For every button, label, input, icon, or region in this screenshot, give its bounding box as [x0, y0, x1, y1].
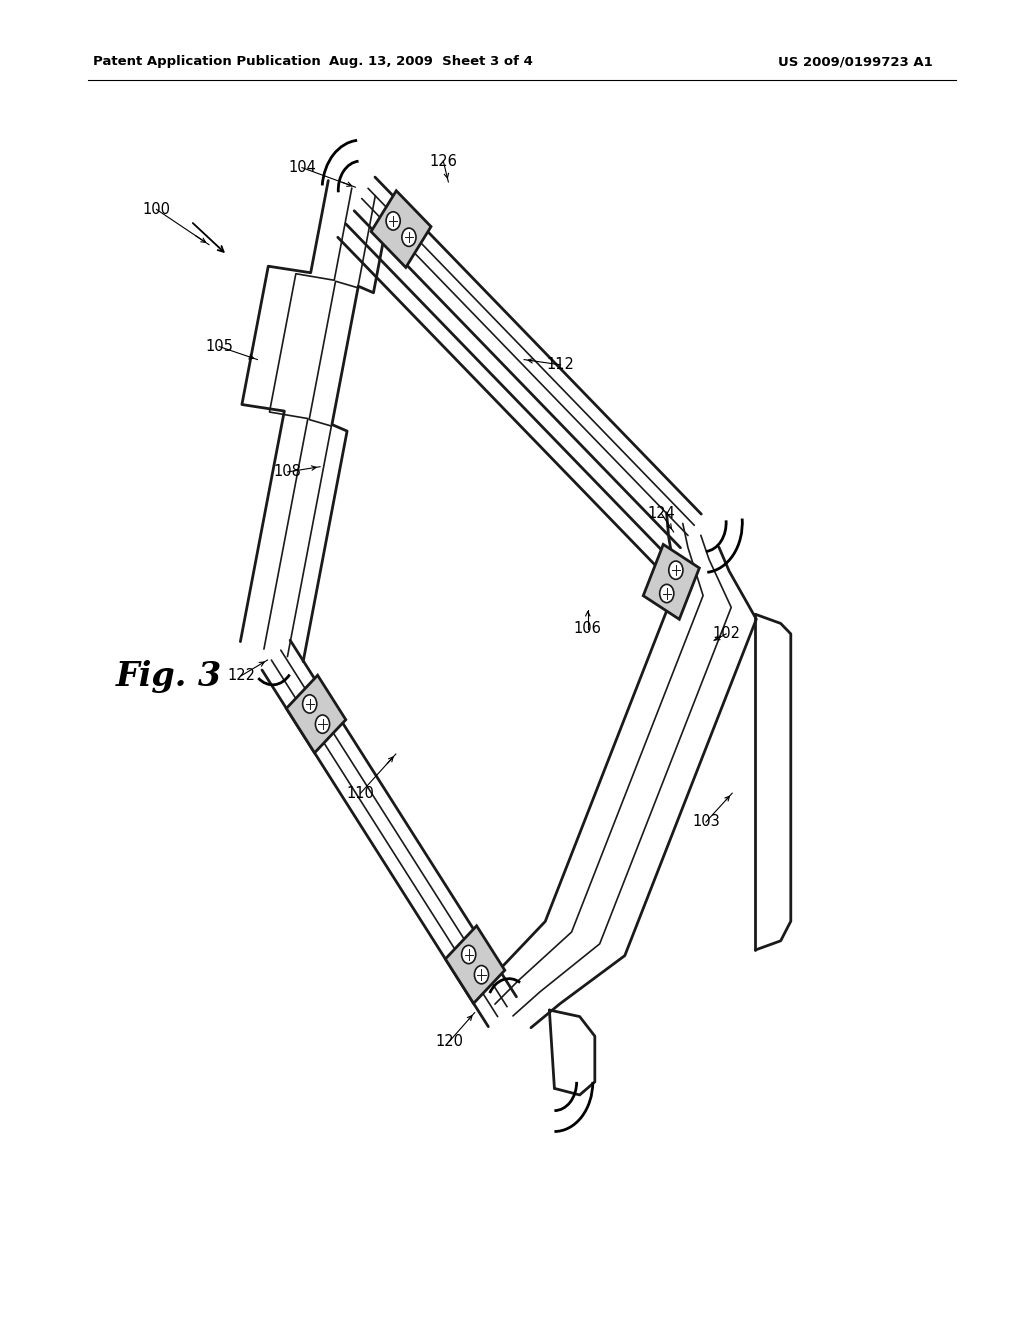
Text: Aug. 13, 2009  Sheet 3 of 4: Aug. 13, 2009 Sheet 3 of 4 — [330, 55, 534, 69]
Text: 103: 103 — [692, 814, 720, 829]
Circle shape — [669, 561, 683, 579]
Polygon shape — [371, 191, 431, 268]
Circle shape — [659, 585, 674, 603]
Polygon shape — [278, 193, 692, 1010]
Circle shape — [462, 945, 476, 964]
Circle shape — [303, 694, 316, 713]
Text: 105: 105 — [205, 339, 233, 354]
Polygon shape — [643, 544, 699, 619]
Text: 108: 108 — [273, 465, 302, 479]
Text: Patent Application Publication: Patent Application Publication — [93, 55, 321, 69]
Text: 104: 104 — [288, 160, 315, 176]
Text: 126: 126 — [429, 153, 458, 169]
Text: 120: 120 — [435, 1034, 464, 1049]
Circle shape — [401, 228, 416, 247]
Text: Fig. 3: Fig. 3 — [116, 660, 221, 693]
Circle shape — [315, 715, 330, 734]
Text: 100: 100 — [142, 202, 170, 216]
Text: 112: 112 — [547, 358, 574, 372]
Text: 122: 122 — [227, 668, 255, 684]
Text: 124: 124 — [647, 506, 676, 521]
Polygon shape — [445, 925, 505, 1003]
Text: 106: 106 — [573, 622, 602, 636]
Text: 110: 110 — [346, 785, 375, 801]
Text: 102: 102 — [712, 627, 740, 642]
Circle shape — [474, 965, 488, 983]
Polygon shape — [287, 676, 346, 752]
Circle shape — [386, 211, 400, 230]
Text: US 2009/0199723 A1: US 2009/0199723 A1 — [778, 55, 933, 69]
